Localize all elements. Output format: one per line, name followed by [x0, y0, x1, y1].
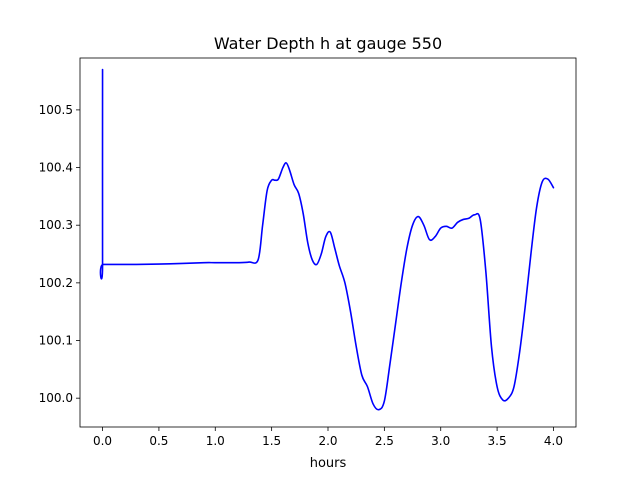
- y-tick-label: 100.0: [39, 391, 73, 405]
- x-tick-label: 0.0: [93, 434, 112, 448]
- y-tick-label: 100.2: [39, 276, 73, 290]
- x-tick-label: 3.0: [431, 434, 450, 448]
- x-tick-label: 0.5: [149, 434, 168, 448]
- x-tick-label: 3.5: [488, 434, 507, 448]
- x-axis-label: hours: [310, 456, 347, 471]
- x-tick-label: 1.0: [206, 434, 225, 448]
- y-tick-label: 100.1: [39, 334, 73, 348]
- plot-area: 0.0 0.5 1.0 1.5 2.0 2.5 3.0 3.5 4.0 100.0 100.1 100…: [39, 57, 577, 448]
- x-tick-label: 4.0: [544, 434, 563, 448]
- y-tick-label: 100.4: [39, 161, 73, 175]
- y-tick-label: 100.5: [39, 103, 73, 117]
- x-tick-label: 1.5: [262, 434, 281, 448]
- chart-title: Water Depth h at gauge 550: [214, 34, 442, 53]
- x-tick-label: 2.0: [318, 434, 337, 448]
- series-line: [99, 68, 555, 411]
- y-tick-label: 100.3: [39, 218, 73, 232]
- plot-frame: [79, 57, 577, 428]
- x-tick-label: 2.5: [375, 434, 394, 448]
